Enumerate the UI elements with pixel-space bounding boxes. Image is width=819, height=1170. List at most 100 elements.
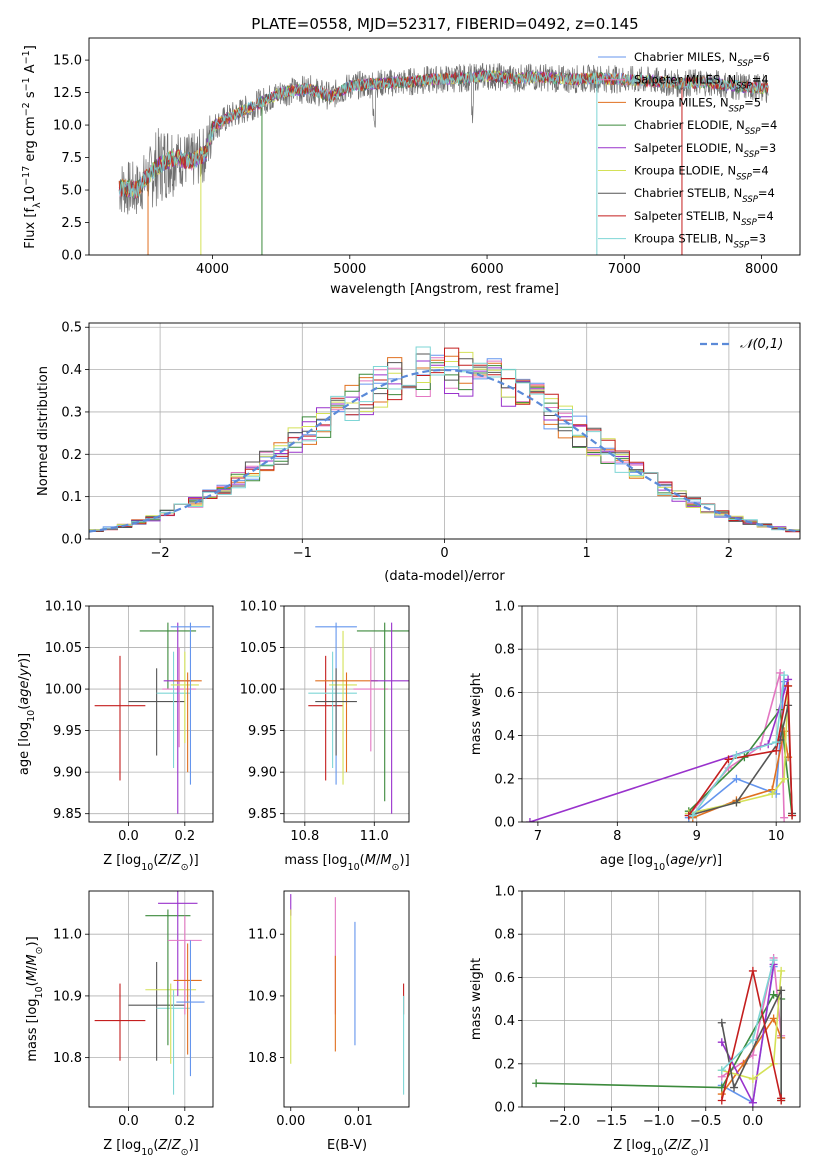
weight-marker	[748, 1074, 757, 1083]
weight-marker	[772, 746, 781, 755]
y-tick-label: 9.90	[53, 766, 82, 781]
errorbar-point	[308, 655, 344, 781]
errorbar-point	[145, 909, 191, 1046]
x-tick-label: 8	[613, 829, 621, 844]
x-tick-label: 0.2	[174, 829, 195, 844]
axes-frame	[88, 605, 214, 823]
x-tick-label: 8000	[745, 262, 778, 277]
y-tick-label: 0.8	[494, 643, 515, 658]
x-tick-label: 0.0	[118, 1114, 139, 1129]
axes-age_vs_mass: 10.8 11.0 9.85 9.90 9.95 10.00 10.05 10.10 mass …	[240, 600, 410, 873]
y-tick-label: 0.0	[494, 1101, 515, 1116]
x-axis-label: (data-model)/error	[384, 569, 505, 584]
x-tick-label: 0.01	[344, 1114, 373, 1129]
errorbar-point	[128, 961, 185, 1061]
y-tick-label: 0.2	[494, 772, 515, 787]
plot-area-mass_vs_Z	[89, 891, 213, 1107]
x-tick-label: 0.2	[174, 1114, 195, 1129]
x-tick-label: 7000	[608, 262, 641, 277]
weight-marker	[717, 1038, 726, 1047]
y-tick-label: 10.0	[53, 119, 82, 134]
errorbar-point	[315, 672, 378, 773]
x-tick-label: 0.00	[276, 1114, 305, 1129]
model-spectrum	[118, 70, 769, 199]
weight-marker	[724, 755, 733, 764]
legend-entry: Salpeter ELODIE, NSSP=3	[634, 141, 776, 160]
x-tick-label: 6000	[471, 262, 504, 277]
weight-marker	[788, 811, 797, 820]
x-tick-label: 5000	[333, 262, 366, 277]
errorbar-point	[176, 940, 205, 1077]
y-tick-label: 9.90	[248, 766, 277, 781]
y-tick-label: 9.85	[53, 807, 82, 822]
y-tick-label: 0.2	[61, 448, 82, 463]
legend-entry: 𝒩(0,1)	[740, 337, 783, 352]
y-tick-label: 10.9	[53, 989, 82, 1004]
weight-line	[692, 675, 785, 816]
x-axis-label: wavelength [Angstrom, rest frame]	[330, 282, 559, 297]
errorbar-point	[94, 983, 146, 1061]
weight-line	[721, 990, 782, 1099]
y-tick-label: 10.10	[45, 600, 82, 615]
y-tick-label: 12.5	[53, 86, 82, 101]
weight-marker	[748, 1098, 757, 1107]
y-axis-label: mass weight	[469, 958, 484, 1040]
model-spectrum	[118, 69, 769, 198]
weight-marker	[717, 1018, 726, 1027]
weight-marker	[784, 681, 793, 690]
errorbar-point	[356, 622, 409, 802]
axes-frame	[283, 605, 410, 823]
data-marks-weight_vs_age	[525, 668, 797, 822]
y-tick-label: 11.0	[53, 928, 82, 943]
weight-marker	[532, 1079, 541, 1088]
y-tick-label: 10.00	[45, 683, 82, 698]
model-spectrum	[118, 70, 769, 198]
y-tick-label: 0.3	[61, 405, 82, 420]
weight-marker	[688, 811, 697, 820]
y-tick-label: 0.4	[494, 729, 515, 744]
axes-mass_vs_EBV: 0.00 0.01 10.8 10.9 11.0 E(B-V)	[248, 890, 410, 1153]
legend-entry: Kroupa MILES, NSSP=5	[634, 95, 761, 114]
weight-marker	[780, 671, 789, 680]
y-axis-label: Flux [fλ10−17 erg cm−2 s−1 A−1]	[21, 45, 43, 249]
x-tick-label: 10	[768, 829, 785, 844]
weight-marker	[777, 966, 786, 975]
weight-marker	[748, 1036, 757, 1045]
data-marks-weight_vs_Z	[532, 953, 786, 1107]
figure-title: PLATE=0558, MJD=52317, FIBERID=0492, z=0…	[251, 15, 638, 33]
y-tick-label: 15.0	[53, 54, 82, 69]
y-tick-label: 0.1	[61, 490, 82, 505]
y-tick-label: 0.0	[61, 533, 82, 548]
data-marks-mass_vs_EBV	[290, 894, 405, 1095]
y-tick-label: 1.0	[494, 885, 515, 900]
x-axis-label: Z [log10(Z/Z⊙)]	[103, 1138, 198, 1158]
model-spectrum	[118, 69, 769, 199]
x-tick-label: 7	[534, 829, 542, 844]
x-axis-label: Z [log10(Z/Z⊙)]	[613, 1138, 708, 1158]
weight-marker	[732, 751, 741, 760]
axes-frame	[521, 890, 801, 1108]
weight-marker	[772, 738, 781, 747]
y-tick-label: 0.8	[494, 928, 515, 943]
y-tick-label: 10.8	[248, 1051, 277, 1066]
x-tick-label: −0.5	[690, 1114, 722, 1129]
x-tick-label: −1	[293, 546, 312, 561]
axes-frame	[521, 605, 801, 823]
data-marks-age_vs_mass	[308, 622, 409, 814]
x-axis-label: Z [log10(Z/Z⊙)]	[103, 853, 198, 873]
legend-entry: Salpeter STELIB, NSSP=4	[634, 209, 774, 228]
x-axis-label: E(B-V)	[327, 1138, 367, 1153]
weight-line	[721, 970, 782, 1080]
y-tick-label: 2.5	[61, 216, 82, 231]
y-tick-label: 10.05	[45, 641, 82, 656]
y-tick-label: 5.0	[61, 184, 82, 199]
weight-marker	[525, 818, 534, 822]
y-tick-label: 0.2	[494, 1057, 515, 1072]
errorbar-point	[170, 622, 211, 785]
x-axis-label: age [log10(age/yr)]	[600, 853, 722, 873]
errorbar-point	[139, 622, 197, 690]
errorbar-point	[156, 651, 191, 768]
y-tick-label: 1.0	[494, 600, 515, 615]
x-tick-label: −1.0	[643, 1114, 675, 1129]
